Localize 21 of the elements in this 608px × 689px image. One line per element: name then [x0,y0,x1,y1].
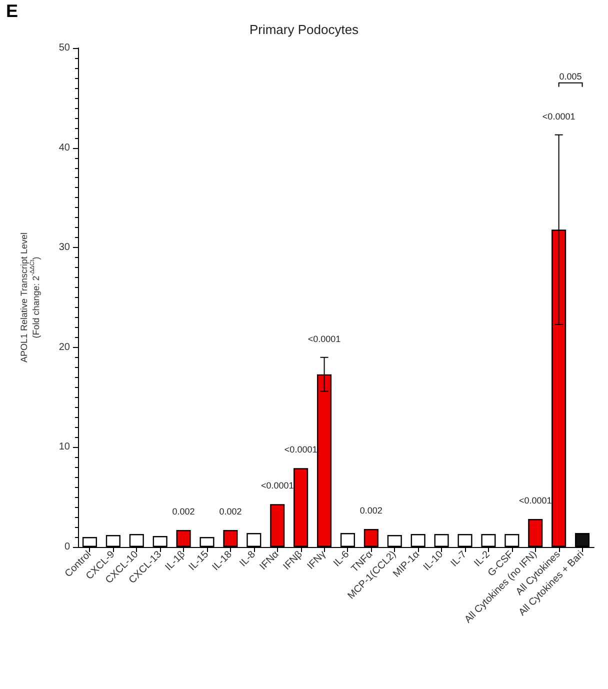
y-tick-label: 0 [64,542,70,552]
annotation: 0.005 [559,71,582,82]
annotation: 0.002 [172,506,195,517]
annotation: 0.002 [219,506,242,517]
text: E [6,1,18,21]
annotation: 0.002 [360,506,382,516]
annotation: <0.0001 [542,111,576,122]
y-tick-label: 50 [58,42,70,54]
annotation: <0.0001 [308,334,341,344]
annotation: <0.0001 [518,496,552,506]
x-tick-label: IL-7 [448,548,470,570]
y-tick-label: 40 [58,142,70,154]
annotation: <0.0001 [284,444,318,455]
x-tick-label: IL-8 [238,548,258,570]
y-tick-label: 20 [58,342,70,353]
annotation: <0.0001 [260,480,294,491]
x-tick-label: IL-6 [332,548,352,570]
x-tick-label: IL-2 [472,548,493,570]
chart-title: Primary Podocytes [249,22,360,37]
y-tick-label: 30 [58,242,70,254]
y-tick-label: 10 [58,442,70,453]
